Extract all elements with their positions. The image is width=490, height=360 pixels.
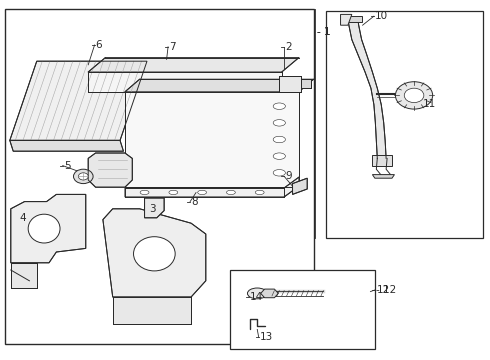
Ellipse shape bbox=[197, 190, 206, 194]
Polygon shape bbox=[10, 140, 123, 151]
Polygon shape bbox=[88, 58, 299, 72]
Circle shape bbox=[78, 173, 88, 180]
Text: 5: 5 bbox=[64, 161, 71, 171]
Polygon shape bbox=[125, 79, 314, 92]
Polygon shape bbox=[343, 16, 362, 22]
Text: 13: 13 bbox=[260, 332, 273, 342]
Ellipse shape bbox=[28, 214, 60, 243]
Circle shape bbox=[395, 82, 433, 109]
Polygon shape bbox=[261, 289, 278, 298]
Polygon shape bbox=[372, 155, 392, 166]
Ellipse shape bbox=[255, 190, 264, 194]
Text: 9: 9 bbox=[285, 171, 292, 181]
Text: 14: 14 bbox=[250, 292, 263, 302]
Polygon shape bbox=[10, 61, 147, 140]
Polygon shape bbox=[88, 153, 132, 187]
Bar bbox=[5, 9, 314, 344]
Text: 4: 4 bbox=[20, 213, 26, 223]
Polygon shape bbox=[103, 209, 206, 297]
Polygon shape bbox=[125, 92, 299, 187]
Ellipse shape bbox=[247, 288, 267, 299]
Text: 2: 2 bbox=[285, 42, 292, 52]
Text: 7: 7 bbox=[169, 42, 176, 52]
Bar bbox=[230, 270, 375, 349]
Polygon shape bbox=[372, 175, 394, 178]
Ellipse shape bbox=[140, 190, 149, 194]
Polygon shape bbox=[113, 297, 191, 324]
Polygon shape bbox=[88, 72, 282, 92]
Circle shape bbox=[74, 169, 93, 184]
Polygon shape bbox=[348, 18, 386, 158]
Polygon shape bbox=[279, 76, 301, 92]
Bar bbox=[326, 11, 483, 238]
Polygon shape bbox=[293, 178, 307, 194]
Ellipse shape bbox=[273, 120, 285, 126]
Circle shape bbox=[404, 88, 424, 103]
Polygon shape bbox=[11, 263, 37, 288]
Text: 6: 6 bbox=[96, 40, 102, 50]
Polygon shape bbox=[11, 194, 86, 263]
Text: - 1: - 1 bbox=[317, 27, 330, 37]
Polygon shape bbox=[301, 79, 311, 88]
Ellipse shape bbox=[273, 103, 285, 109]
Text: 12: 12 bbox=[376, 285, 390, 295]
Text: 3: 3 bbox=[149, 204, 156, 214]
Text: - 1: - 1 bbox=[317, 27, 330, 37]
Polygon shape bbox=[341, 14, 352, 25]
Ellipse shape bbox=[273, 136, 285, 143]
Ellipse shape bbox=[273, 170, 285, 176]
Ellipse shape bbox=[169, 190, 178, 194]
Ellipse shape bbox=[133, 237, 175, 271]
Text: - 12: - 12 bbox=[376, 285, 396, 295]
Polygon shape bbox=[145, 198, 164, 218]
Ellipse shape bbox=[226, 190, 235, 194]
Text: 11: 11 bbox=[422, 99, 436, 109]
Text: 10: 10 bbox=[375, 11, 388, 21]
Polygon shape bbox=[125, 177, 299, 197]
Ellipse shape bbox=[273, 153, 285, 159]
Text: 8: 8 bbox=[191, 197, 198, 207]
